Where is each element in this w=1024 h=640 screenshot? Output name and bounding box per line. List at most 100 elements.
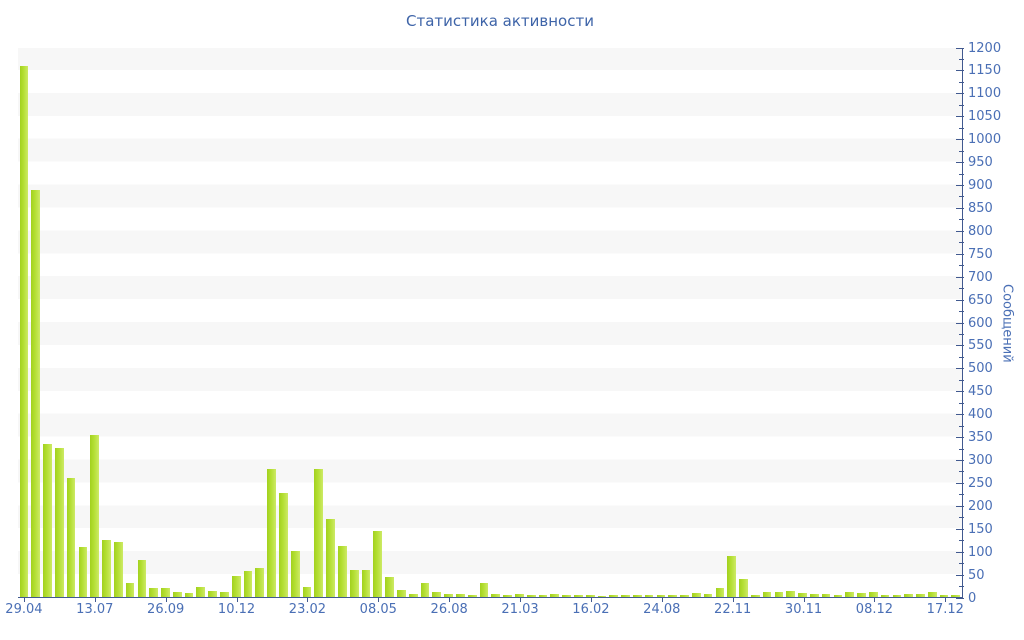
bar-slot — [572, 48, 584, 597]
bar-slot — [183, 48, 195, 597]
x-axis-tick-label: 08.12 — [855, 602, 894, 617]
x-axis-tick — [236, 598, 238, 602]
bar-column-44 — [538, 594, 548, 597]
bar-slot — [596, 48, 608, 597]
bar-column-47 — [573, 594, 583, 597]
bar-column-66 — [798, 593, 807, 597]
y-major-tick — [956, 253, 964, 255]
y-minor-tick — [959, 425, 964, 427]
bar-column-32 — [397, 590, 406, 597]
y-minor-tick — [959, 311, 964, 313]
bar-slot — [337, 48, 349, 597]
y-axis-tick-label: 650 — [968, 292, 993, 308]
bar-slot — [112, 48, 124, 597]
bar-column-14 — [184, 593, 194, 597]
bar-column-61 — [739, 578, 748, 597]
y-axis-tick-label: 950 — [968, 155, 993, 171]
bar-column-37 — [456, 594, 465, 597]
y-axis-tick-label: 600 — [968, 315, 993, 331]
bar-slot — [171, 48, 183, 597]
bar-slot — [30, 48, 42, 597]
y-axis-tick-label: 800 — [968, 223, 993, 239]
bar-slot — [301, 48, 313, 597]
y-axis-tick-label: 700 — [968, 269, 993, 285]
bar-slot — [407, 48, 419, 597]
bar-column-77 — [927, 592, 937, 597]
bar-slot — [785, 48, 797, 597]
bar-column-68 — [821, 594, 831, 597]
bar-column-41 — [503, 595, 512, 597]
bar-column-4 — [66, 478, 76, 597]
bar-column-62 — [750, 594, 760, 597]
x-axis-tick-label: 17.12 — [926, 602, 964, 617]
y-axis-tick-label: 750 — [968, 246, 993, 262]
bar-column-29 — [361, 569, 371, 597]
bar-column-74 — [892, 595, 902, 597]
bar-slot — [643, 48, 655, 597]
y-major-tick — [956, 460, 964, 461]
y-axis-tick-label: 1150 — [968, 63, 1002, 79]
y-major-tick — [956, 276, 964, 278]
bar-slot — [431, 48, 443, 597]
bar-column-27 — [338, 545, 347, 597]
bar-column-28 — [349, 569, 359, 597]
bar-column-53 — [644, 595, 654, 597]
x-axis-tick — [590, 598, 592, 602]
bar-column-18 — [231, 576, 241, 597]
bar-column-7 — [102, 539, 111, 597]
x-axis-tick-label: 24.08 — [643, 602, 681, 617]
bar-slot — [490, 48, 502, 597]
bar-column-9 — [125, 583, 135, 597]
bar-slot — [454, 48, 466, 597]
y-minor-tick — [959, 219, 964, 221]
x-axis-tick — [520, 598, 522, 602]
y-minor-tick — [959, 58, 964, 60]
y-major-tick — [956, 528, 964, 530]
bar-slot — [915, 48, 927, 597]
bar-column-17 — [220, 591, 229, 597]
x-axis-tick — [732, 598, 734, 602]
bar-column-34 — [420, 583, 430, 597]
bar-slot — [738, 48, 750, 597]
bar-slot — [219, 48, 231, 597]
bar-slot — [844, 48, 856, 597]
bar-slot — [254, 48, 266, 597]
y-major-tick — [956, 162, 964, 164]
bar-slot — [749, 48, 761, 597]
y-axis-tick-label: 200 — [968, 498, 993, 514]
x-axis-tick-label: 26.09 — [147, 602, 185, 617]
bar-column-56 — [680, 594, 689, 597]
y-major-tick — [956, 345, 964, 347]
bar-column-21 — [267, 468, 276, 597]
x-axis-tick-label: 08.05 — [359, 602, 397, 617]
bar-column-42 — [515, 594, 524, 597]
bar-column-72 — [868, 591, 878, 597]
bar-slot — [42, 48, 54, 597]
bar-column-15 — [196, 586, 206, 597]
bar-slot — [761, 48, 773, 597]
bar-slot — [525, 48, 537, 597]
y-minor-tick — [959, 104, 964, 106]
bar-slot — [631, 48, 643, 597]
bar-slot — [313, 48, 325, 597]
y-axis-tick-label: 1100 — [968, 86, 1002, 102]
bar-slot — [207, 48, 219, 597]
bar-slot — [832, 48, 844, 597]
y-axis-tick-label: 400 — [968, 407, 993, 423]
y-major-tick — [956, 230, 964, 232]
x-axis-tick-label: 22.11 — [714, 602, 752, 617]
bar-column-11 — [149, 587, 159, 597]
bar-slot — [18, 48, 30, 597]
x-axis-tick-label: 23.02 — [288, 602, 327, 617]
bar-slot — [325, 48, 337, 597]
bar-slot — [891, 48, 903, 597]
y-minor-tick — [959, 402, 964, 404]
y-axis-tick-label: 350 — [968, 430, 993, 446]
bar-slot — [726, 48, 738, 597]
bar-slot — [372, 48, 384, 597]
bar-column-30 — [373, 530, 383, 597]
bar-column-13 — [172, 592, 182, 597]
bar-column-71 — [857, 592, 866, 597]
bar-slot — [797, 48, 809, 597]
y-axis-tick-label: 900 — [968, 178, 993, 193]
